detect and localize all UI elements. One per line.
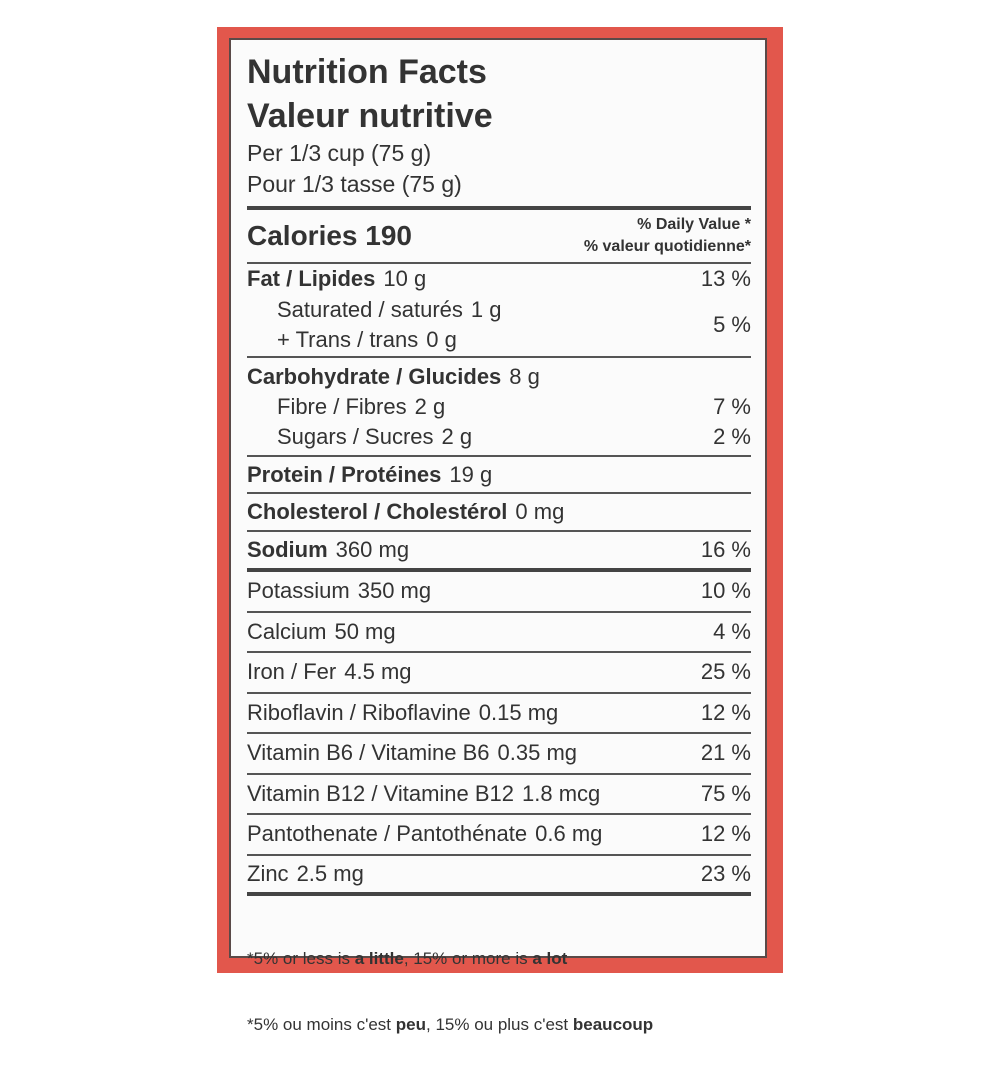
micronutrient-row: Vitamin B6 / Vitamine B6 0.35 mg 21 % — [247, 734, 751, 775]
footnote-part: a lot — [532, 949, 568, 968]
serving-fr: Pour 1/3 tasse (75 g) — [247, 169, 751, 210]
micronutrient-label: Vitamin B12 / Vitamine B12 1.8 mcg — [247, 781, 600, 807]
micronutrient-name: Vitamin B6 / Vitamine B6 — [247, 740, 490, 766]
micronutrient-amount: 4.5 mg — [344, 659, 412, 685]
footnote-part: a little — [354, 949, 404, 968]
sugars-row: Sugars / Sucres 2 g 2 % — [247, 422, 751, 452]
micronutrient-amount: 2.5 mg — [296, 860, 364, 886]
trans-amount: 0 g — [426, 327, 457, 352]
daily-value-en: % Daily Value * — [637, 216, 751, 233]
micronutrient-dv: 12 % — [700, 821, 751, 847]
micronutrient-name: Potassium — [247, 578, 350, 604]
micronutrient-name: Riboflavin / Riboflavine — [247, 699, 471, 725]
calories: Calories 190 — [247, 220, 412, 251]
fat-dv: 13 % — [700, 266, 751, 291]
red-frame: Nutrition Facts Valeur nutritive Per 1/3… — [217, 27, 783, 1034]
micronutrient-dv: 21 % — [700, 740, 751, 766]
sugars-amount: 2 g — [441, 423, 473, 449]
micronutrient-row: Vitamin B12 / Vitamine B12 1.8 mcg 75 % — [247, 775, 751, 815]
calories-row: Calories 190 % Daily Value * % valeur qu… — [247, 210, 751, 264]
title-fr: Valeur nutritive — [247, 97, 493, 135]
micronutrient-label: Vitamin B6 / Vitamine B6 0.35 mg — [247, 740, 577, 766]
saturated-trans-dv: 5 % — [713, 312, 751, 337]
saturated-amount: 1 g — [470, 297, 502, 322]
carbohydrate-row: Carbohydrate / Glucides 8 g — [247, 362, 751, 392]
micronutrient-amount: 350 mg — [357, 578, 432, 604]
micronutrient-name: Zinc — [247, 860, 289, 886]
micronutrient-dv: 75 % — [700, 780, 751, 806]
micronutrient-label: Pantothenate / Pantothénate 0.6 mg — [247, 821, 602, 847]
footnote: *5% or less is a little, 15% or more is … — [247, 896, 751, 1080]
daily-value-fr: % valeur quotidienne* — [583, 238, 751, 255]
micronutrient-name: Pantothenate / Pantothénate — [247, 821, 528, 847]
micronutrient-amount: 1.8 mcg — [522, 780, 601, 806]
fibre-name: Fibre / Fibres — [277, 393, 407, 419]
micronutrient-row: Calcium 50 mg 4 % — [247, 613, 751, 653]
protein-amount: 19 g — [449, 461, 493, 487]
saturated-name: Saturated / saturés — [277, 297, 463, 322]
micronutrient-amount: 0.15 mg — [478, 699, 559, 725]
footnote-part: peu — [395, 1015, 426, 1034]
micronutrient-label: Calcium 50 mg — [247, 619, 396, 645]
micronutrient-dv: 12 % — [700, 699, 751, 725]
micronutrient-name: Vitamin B12 / Vitamine B12 — [247, 780, 515, 806]
micronutrient-dv: 4 % — [713, 618, 751, 644]
fat-name: Fat / Lipides — [247, 266, 376, 291]
cholesterol-row: Cholesterol / Cholestérol 0 mg — [247, 494, 751, 532]
micronutrients: Potassium 350 mg 10 % Calcium 50 mg 4 % Iron /… — [247, 572, 751, 896]
fat-section: Fat / Lipides 10 g 13 % Saturated / satur… — [247, 264, 751, 358]
sodium-row: Sodium 360 mg 16 % — [247, 532, 751, 572]
fibre-dv: 7 % — [713, 393, 751, 419]
micronutrient-label: Iron / Fer 4.5 mg — [247, 659, 412, 685]
micronutrient-amount: 0.35 mg — [497, 740, 578, 766]
micronutrient-dv: 23 % — [700, 860, 751, 886]
trans-name: + Trans / trans — [277, 327, 419, 352]
micronutrient-amount: 50 mg — [334, 618, 396, 644]
page: Nutrition Facts Valeur nutritive Per 1/3… — [217, 27, 783, 1034]
carbohydrate-section: Carbohydrate / Glucides 8 g Fibre / Fibre… — [247, 358, 751, 457]
protein-row: Protein / Protéines 19 g — [247, 457, 751, 494]
sodium-amount: 360 mg — [335, 537, 410, 562]
sugars-dv: 2 % — [713, 423, 751, 449]
micronutrient-label: Potassium 350 mg — [247, 578, 431, 604]
micronutrient-row: Potassium 350 mg 10 % — [247, 572, 751, 613]
micronutrient-amount: 0.6 mg — [535, 821, 603, 847]
micronutrient-label: Riboflavin / Riboflavine 0.15 mg — [247, 700, 558, 726]
title-en: Nutrition Facts — [247, 53, 487, 91]
nutrition-label: Nutrition Facts Valeur nutritive Per 1/3… — [229, 38, 767, 1034]
micronutrient-row: Pantothenate / Pantothénate 0.6 mg 12 % — [247, 815, 751, 856]
footnote-part: *5% ou moins c'est — [247, 1015, 396, 1034]
fibre-amount: 2 g — [414, 393, 446, 419]
fat-row: Fat / Lipides 10 g 13 % — [247, 264, 751, 294]
sodium-name: Sodium — [247, 537, 328, 562]
footnote-en: *5% or less is a little, 15% or more is … — [247, 948, 751, 970]
saturated-row: Saturated / saturés 1 g — [277, 295, 501, 325]
sugars-name: Sugars / Sucres — [277, 423, 434, 449]
daily-value-header: % Daily Value * % valeur quotidienne* — [584, 214, 751, 258]
micronutrient-row: Riboflavin / Riboflavine 0.15 mg 12 % — [247, 694, 751, 734]
fibre-row: Fibre / Fibres 2 g 7 % — [247, 392, 751, 422]
sodium-dv: 16 % — [700, 537, 751, 562]
micronutrient-name: Calcium — [247, 618, 327, 644]
footnote-part: , 15% or more is — [403, 949, 533, 968]
carbohydrate-name: Carbohydrate / Glucides — [247, 363, 502, 389]
protein-name: Protein / Protéines — [247, 461, 442, 487]
footnote-part: , 15% ou plus c'est — [426, 1015, 573, 1034]
footnote-part: *5% or less is — [247, 949, 355, 968]
micronutrient-dv: 25 % — [700, 659, 751, 685]
serving-en: Per 1/3 cup (75 g) — [247, 140, 432, 166]
micronutrient-name: Iron / Fer — [247, 659, 337, 685]
micronutrient-dv: 10 % — [700, 578, 751, 604]
footnote-fr: *5% ou moins c'est peu, 15% ou plus c'es… — [247, 1014, 751, 1036]
footnote-part: beaucoup — [572, 1015, 654, 1034]
micronutrient-row: Zinc 2.5 mg 23 % — [247, 856, 751, 896]
micronutrient-label: Zinc 2.5 mg — [247, 861, 364, 887]
trans-row: + Trans / trans 0 g — [277, 325, 501, 355]
cholesterol-amount: 0 mg — [515, 499, 565, 524]
micronutrient-row: Iron / Fer 4.5 mg 25 % — [247, 653, 751, 694]
carbohydrate-amount: 8 g — [509, 363, 540, 389]
fat-amount: 10 g — [383, 266, 427, 291]
cholesterol-name: Cholesterol / Cholestérol — [247, 499, 508, 524]
